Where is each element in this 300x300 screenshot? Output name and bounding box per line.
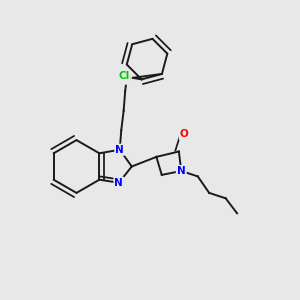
Text: N: N xyxy=(116,145,124,155)
Text: N: N xyxy=(177,166,186,176)
Text: O: O xyxy=(180,129,189,139)
Text: Cl: Cl xyxy=(118,71,130,81)
Text: N: N xyxy=(115,178,123,188)
Text: O: O xyxy=(122,74,131,84)
